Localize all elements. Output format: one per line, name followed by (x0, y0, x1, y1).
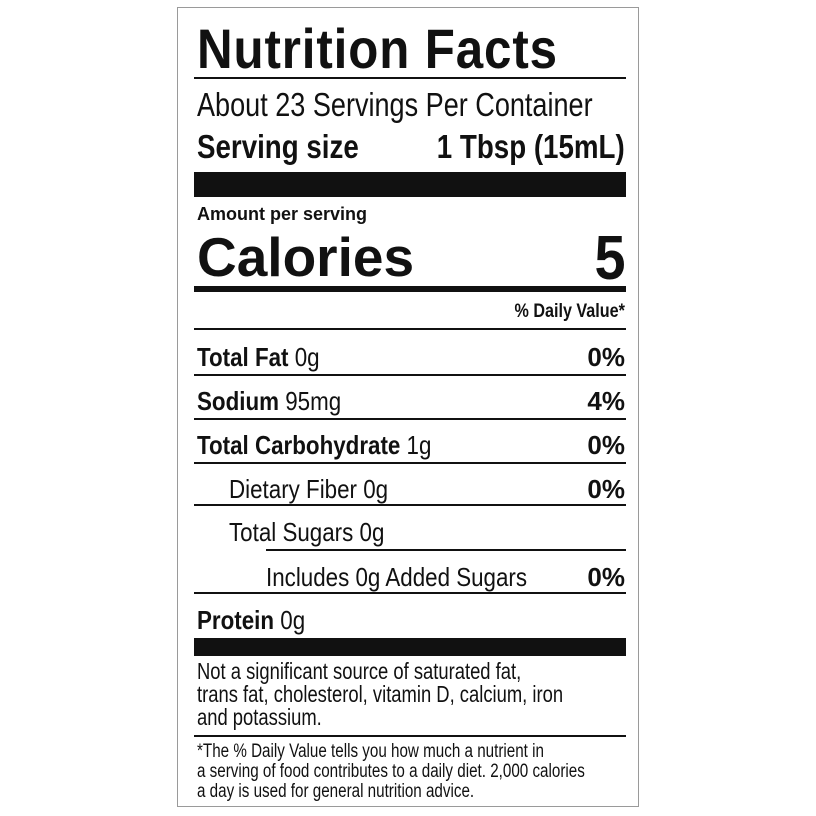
divider (194, 418, 626, 420)
calories-value: 5 (593, 224, 625, 293)
divider (194, 374, 626, 376)
serving-size-label: Serving size (197, 128, 359, 165)
divider (194, 735, 626, 737)
thick-divider (194, 172, 626, 197)
medium-divider (194, 286, 626, 292)
label-title: Nutrition Facts (197, 17, 558, 80)
calories-label: Calories (197, 226, 415, 288)
nutrient-row-total-carbohydrate: Total Carbohydrate 1g (197, 430, 432, 460)
divider (194, 592, 626, 594)
dv-sodium: 4% (587, 386, 625, 416)
nutrient-row-added-sugars: Includes 0g Added Sugars (266, 562, 528, 592)
nutrient-row-total-fat: Total Fat 0g (197, 342, 320, 372)
footnote-line: a day is used for general nutrition advi… (197, 781, 475, 802)
serving-size-value: 1 Tbsp (15mL) (437, 128, 625, 165)
nutrient-row-dietary-fiber: Dietary Fiber 0g (229, 474, 389, 504)
dv-total-fat: 0% (587, 342, 625, 372)
nutrient-row-sodium: Sodium 95mg (197, 386, 342, 416)
dv-total-carbohydrate: 0% (587, 430, 625, 460)
dv-added-sugars: 0% (587, 562, 625, 592)
nutrient-row-protein: Protein 0g (197, 605, 306, 635)
divider (194, 504, 626, 506)
statement-line: trans fat, cholesterol, vitamin D, calci… (197, 681, 564, 707)
footnote-line: *The % Daily Value tells you how much a … (197, 741, 544, 762)
amount-per-serving: Amount per serving (197, 204, 368, 224)
nutrition-facts-label: Nutrition Facts About 23 Servings Per Co… (177, 7, 639, 807)
daily-value-header: % Daily Value* (514, 301, 625, 322)
servings-per-container: About 23 Servings Per Container (197, 86, 593, 123)
dv-dietary-fiber: 0% (587, 474, 625, 504)
divider (266, 549, 626, 551)
divider (194, 77, 626, 79)
statement-line: Not a significant source of saturated fa… (197, 658, 522, 684)
statement-line: and potassium. (197, 704, 322, 730)
divider (194, 462, 626, 464)
thick-divider (194, 638, 626, 656)
divider (194, 328, 626, 330)
nutrient-row-total-sugars: Total Sugars 0g (229, 517, 385, 547)
footnote-line: a serving of food contributes to a daily… (197, 761, 585, 782)
